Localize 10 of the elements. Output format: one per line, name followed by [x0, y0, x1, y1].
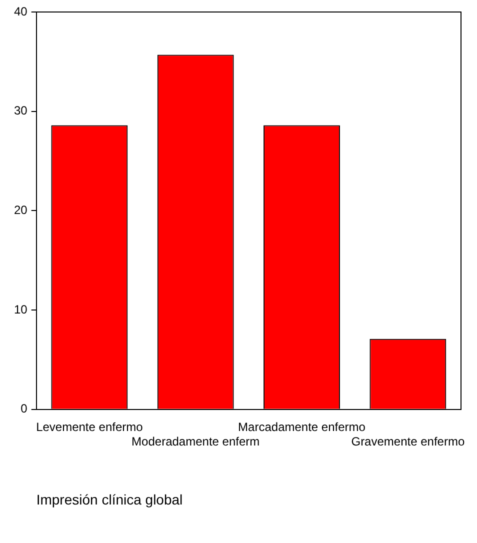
y-tick-label: 20: [14, 203, 28, 218]
y-tick-label: 0: [20, 402, 28, 416]
x-tick-label: Gravemente enfermo: [351, 434, 465, 448]
x-tick-label: Levemente enfermo: [36, 420, 144, 434]
x-axis-title: Impresión clínica global: [36, 491, 183, 508]
x-tick-label: Moderadamente enferm: [132, 434, 260, 448]
y-tick-label: 10: [14, 302, 28, 316]
y-tick-label: 30: [14, 104, 28, 118]
y-tick-label: 40: [14, 4, 28, 18]
x-tick-label: Marcadamente enfermo: [238, 420, 366, 434]
